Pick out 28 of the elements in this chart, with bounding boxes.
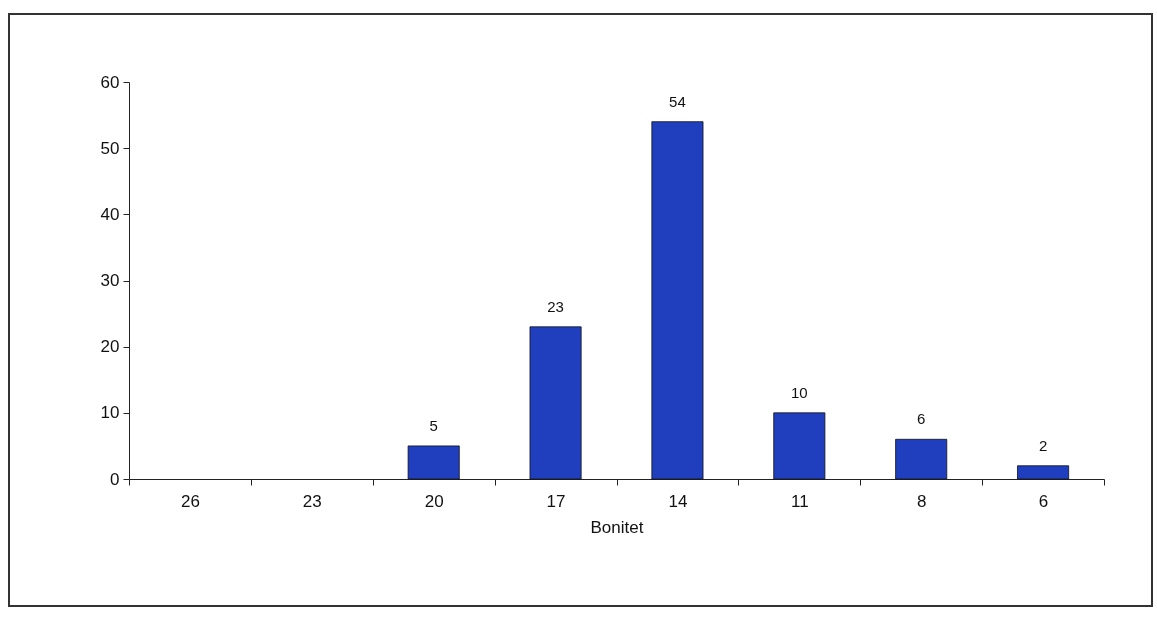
x-tick-label: 26 — [180, 491, 200, 511]
data-label: 6 — [917, 410, 926, 428]
bar — [651, 121, 704, 480]
x-axis-title: Bonitet — [590, 517, 644, 537]
x-tick-label: 8 — [916, 491, 927, 511]
data-label: 2 — [1038, 436, 1048, 454]
bar — [1017, 465, 1070, 480]
bar — [895, 438, 948, 480]
bar — [529, 326, 582, 480]
data-label: 10 — [790, 383, 808, 401]
y-tick-label: 40 — [100, 204, 120, 224]
y-tick-label: 50 — [100, 138, 120, 158]
x-tick-label: 14 — [668, 491, 688, 511]
y-tick-label: 10 — [100, 403, 120, 423]
data-label: 23 — [547, 297, 564, 315]
bar — [407, 445, 460, 480]
x-tick-label: 6 — [1038, 491, 1049, 511]
data-label: 54 — [669, 92, 686, 110]
x-tick-label: 20 — [424, 491, 444, 511]
y-tick-label: 20 — [100, 337, 120, 357]
y-tick-label: 0 — [110, 469, 120, 489]
data-label: 5 — [429, 416, 438, 434]
bar — [773, 412, 826, 480]
y-tick-label: 30 — [100, 271, 120, 290]
x-tick-label: 17 — [546, 491, 566, 511]
x-tick-label: 11 — [790, 491, 809, 511]
x-tick-label: 23 — [302, 491, 322, 511]
y-tick-label: 60 — [100, 72, 120, 92]
